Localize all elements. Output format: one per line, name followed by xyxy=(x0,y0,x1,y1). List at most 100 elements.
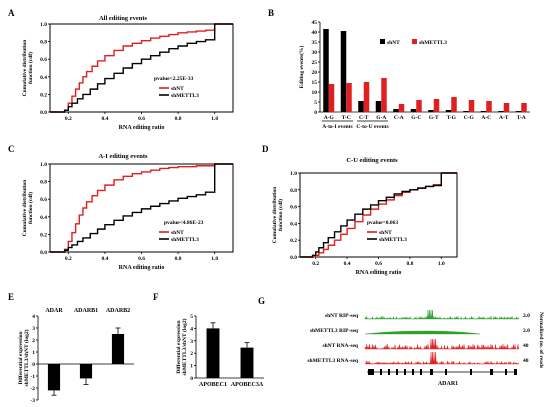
panelC-ytick-label: 0.6 xyxy=(40,197,47,203)
panelB-bar-shMETTL3 xyxy=(398,104,405,112)
panelB-category-label: G-T xyxy=(429,115,439,121)
gene-model-exon xyxy=(514,369,517,375)
gene-model-exon xyxy=(470,369,472,375)
track-scale-4: 40 xyxy=(523,358,529,364)
panelB-bar-shMETTL3 xyxy=(381,78,387,112)
panelA-series-shNT-line xyxy=(50,23,233,113)
panelC-xtick-label: 1.0 xyxy=(211,256,218,262)
panelB-bar-shNT xyxy=(358,101,364,112)
gene-label: ADAR1 xyxy=(438,381,458,387)
panelA-pvalue: pvalue<2.25E-33 xyxy=(154,76,194,82)
panelB-ytick-label: 15 xyxy=(312,80,318,86)
panelE-category-label: ADARB2 xyxy=(106,308,130,314)
panel-d-label: D xyxy=(262,144,269,154)
panelE-ytick-label: 3 xyxy=(32,326,35,332)
gene-model-exon xyxy=(368,369,374,375)
panelB-bar-shNT xyxy=(515,111,522,112)
panelD-ytick-label: 0.0 xyxy=(290,255,297,261)
panelB-ytick-label: 35 xyxy=(312,40,318,46)
panelF-ytick-label: 0 xyxy=(190,376,193,382)
panelF-ytick-label: 3 xyxy=(190,339,193,345)
panelB-bar-shNT xyxy=(428,110,434,112)
panelB-category-label: C-T xyxy=(359,115,369,121)
gene-model-exon xyxy=(396,369,398,375)
panelE-bar xyxy=(111,334,125,364)
panelD-ytick-label: 0.6 xyxy=(290,205,297,211)
panelB-bar-shMETTL3 xyxy=(328,84,335,112)
panel-b-label: B xyxy=(268,8,274,18)
panelB-bar-shNT xyxy=(375,101,382,112)
panelB-bar-shMETTL3 xyxy=(486,101,492,112)
panel-g-tracks: shNT RIP-seq shMETTL3 RIP-seq shNT RNA-s… xyxy=(307,309,544,387)
panelB-bar-shMETTL3 xyxy=(363,82,370,112)
panelB-ytick-label: 5 xyxy=(314,100,317,106)
panelB-category-label: A-T xyxy=(499,115,509,121)
panelB-category-label: T-C xyxy=(342,115,351,121)
panelD-x-axis-title: RNA editing ratio xyxy=(356,270,402,276)
panelD-series-shMETTL3-line xyxy=(300,172,457,258)
panelB-category-label: T-A xyxy=(517,115,526,121)
panelB-bar-shNT xyxy=(410,109,417,112)
panel-d-title: C-U editing events xyxy=(346,157,398,164)
panelB-group-label-ai: A-to-I events xyxy=(322,124,352,130)
panelB-legend-label-shMETTL3: shMETTL3 xyxy=(419,40,447,46)
track-4-coverage xyxy=(364,351,520,365)
panelB-ytick-label: 30 xyxy=(312,50,318,56)
panelA-xtick-label: 0.2 xyxy=(65,116,72,122)
track-3-coverage xyxy=(364,338,519,350)
panelB-ytick-label: 10 xyxy=(312,90,318,96)
panelC-legend-label-shMETTL3: shMETTL3 xyxy=(171,237,199,243)
gene-model-exon xyxy=(490,369,493,375)
panel-f-label: F xyxy=(153,292,159,302)
track-scale-2: 2.0 xyxy=(523,328,530,334)
panel-g-label: G xyxy=(258,296,265,306)
panelA-ytick-label: 0.8 xyxy=(40,40,47,46)
panelE-bar xyxy=(47,364,61,391)
panelE-ytick-label: 0 xyxy=(32,362,35,368)
panelC-series-shNT-line xyxy=(50,163,233,253)
panelD-xtick-label: 1.0 xyxy=(438,261,445,267)
panelC-xtick-label: 0.8 xyxy=(175,256,182,262)
panel-d-chart: 0.0 0.2 0.4 0.6 0.8 1.0 0.2 0.4 0.6 0.8 1.0 RNA edi… xyxy=(272,171,458,276)
panelC-ytick-label: 0.8 xyxy=(40,180,47,186)
panelB-category-label: T-G xyxy=(447,115,457,121)
gene-model-exon xyxy=(505,369,507,375)
panelD-xtick-label: 0.6 xyxy=(375,261,382,267)
panelE-category-label: ADARB1 xyxy=(74,308,98,314)
panelF-ytick-label: 5 xyxy=(190,314,193,320)
panelE-ytick-label: -3 xyxy=(30,398,35,404)
gene-model-exon xyxy=(380,369,382,375)
track-scale-3: 40 xyxy=(523,343,529,349)
panelD-xtick-label: 0.2 xyxy=(312,261,319,267)
panelB-bar-shNT xyxy=(445,110,452,112)
panelB-ytick-label: 20 xyxy=(312,70,318,76)
track-2-coverage xyxy=(364,330,481,335)
panelC-series-shMETTL3-line xyxy=(50,163,233,253)
panelE-bar xyxy=(79,364,93,379)
panelA-ytick-label: 0.2 xyxy=(40,92,47,98)
panelA-xtick-label: 0.8 xyxy=(175,116,182,122)
panelE-ytick-label: 4 xyxy=(32,314,35,320)
panelB-ytick-label: 45 xyxy=(312,20,318,26)
panelD-ytick-label: 1.0 xyxy=(290,171,297,177)
panelB-bar-shMETTL3 xyxy=(416,100,422,112)
gene-model-exon xyxy=(388,369,390,375)
panelB-bar-shNT xyxy=(480,111,487,112)
panel-e-label: E xyxy=(8,292,14,302)
panelD-xtick-label: 0.4 xyxy=(344,261,351,267)
panelC-xtick-label: 0.2 xyxy=(65,256,72,262)
track-1-coverage xyxy=(364,309,520,320)
panelB-category-label: G-A xyxy=(376,115,386,121)
panelF-ytick-label: 1 xyxy=(190,364,193,370)
panelB-category-label: C-A xyxy=(394,115,404,121)
panelD-ytick-label: 0.8 xyxy=(290,188,297,194)
panelA-x-axis-title: RNA editing ratio xyxy=(119,125,165,131)
panel-c-chart: 0.0 0.2 0.4 0.6 0.8 1.0 0.2 0.4 0.6 0.8 1.0 RNA edi… xyxy=(22,162,234,271)
panelE-y-axis-title: Differential expressionshMETTL3/shNT (lo… xyxy=(18,329,30,386)
panelA-y-axis-title: Cumulative distributionfunction (cdf) xyxy=(22,40,34,97)
panelB-bar-shNT xyxy=(323,29,329,112)
panelA-ytick-label: 0.4 xyxy=(40,75,47,81)
panelC-legend-label-shNT: shNT xyxy=(171,230,184,236)
